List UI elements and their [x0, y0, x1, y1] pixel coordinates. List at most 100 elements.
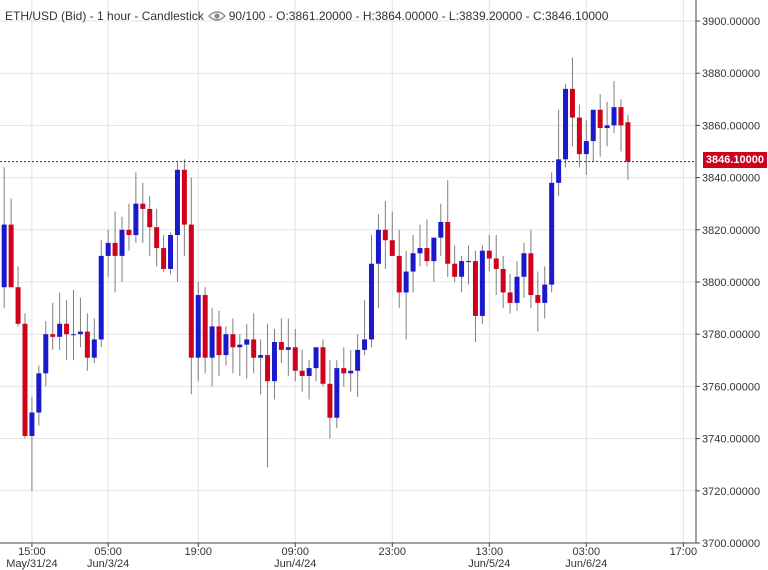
- x-tick-time: 17:00: [670, 546, 698, 558]
- candle-body: [327, 383, 333, 418]
- candle-up: [604, 101, 610, 147]
- candle-body: [466, 261, 472, 263]
- candle-down: [472, 250, 478, 343]
- candle-body: [43, 334, 49, 374]
- candle-up: [105, 229, 111, 277]
- candle-body: [362, 339, 368, 350]
- candle-up: [556, 109, 562, 196]
- candle-body: [507, 292, 513, 303]
- candle-down: [147, 195, 153, 256]
- candle-body: [258, 355, 264, 358]
- candle-body: [57, 323, 63, 337]
- candle-up: [223, 326, 229, 366]
- candle-down: [140, 182, 146, 243]
- candle-up: [417, 224, 423, 267]
- candle-body: [202, 295, 208, 358]
- candle-up: [549, 172, 555, 293]
- candle-down: [625, 114, 631, 180]
- candle-down: [569, 57, 575, 147]
- candle-body: [500, 268, 506, 293]
- candle-down: [507, 274, 513, 314]
- y-tick-label: 3860.00000: [702, 120, 760, 132]
- candle-up: [57, 292, 63, 350]
- candle-down: [230, 318, 236, 374]
- candle-down: [15, 266, 21, 327]
- candle-down: [528, 229, 534, 309]
- y-tick-label: 3800.00000: [702, 277, 760, 289]
- candle-body: [209, 326, 215, 358]
- candle-body: [306, 368, 312, 376]
- candle-body: [105, 242, 111, 256]
- candle-body: [569, 88, 575, 118]
- candle-body: [590, 109, 596, 142]
- candle-down: [8, 198, 14, 288]
- candle-down: [618, 99, 624, 152]
- candle-body: [576, 117, 582, 155]
- count-label: 90/100: [228, 9, 266, 23]
- x-tick-date: Jun/5/24: [468, 558, 510, 570]
- candle-body: [611, 107, 617, 126]
- y-tick-label: 3720.00000: [702, 486, 760, 498]
- candle-body: [181, 169, 187, 225]
- candle-body: [563, 88, 569, 160]
- candle-body: [223, 334, 229, 356]
- candle-down: [202, 287, 208, 374]
- candle-up: [348, 349, 354, 392]
- candle-up: [368, 235, 374, 348]
- candle-up: [1, 167, 7, 309]
- style-label: Candlestick: [141, 9, 204, 23]
- separator: -: [131, 9, 142, 23]
- candle-body: [299, 370, 305, 376]
- candle-body: [36, 373, 42, 413]
- candle-up: [313, 347, 319, 382]
- candle-up: [334, 360, 340, 429]
- x-tick-date: Jun/3/24: [87, 558, 129, 570]
- candle-down: [576, 104, 582, 168]
- candle-up: [209, 308, 215, 387]
- candle-body: [452, 263, 458, 277]
- candle-up: [133, 172, 139, 243]
- candle-up: [410, 235, 416, 293]
- candle-up: [237, 334, 243, 376]
- candle-body: [535, 295, 541, 303]
- y-tick-label: 3760.00000: [702, 381, 760, 393]
- candle-body: [77, 331, 83, 335]
- candle-down: [396, 229, 402, 309]
- candle-body: [1, 224, 7, 288]
- candle-body: [348, 370, 354, 374]
- candle-body: [22, 323, 28, 436]
- candle-down: [126, 203, 132, 251]
- candle-body: [195, 295, 201, 358]
- x-tick-time: 19:00: [184, 546, 212, 558]
- candle-up: [195, 282, 201, 382]
- candle-body: [29, 412, 35, 436]
- x-tick-time: 03:00: [573, 546, 601, 558]
- candle-body: [50, 334, 56, 337]
- candle-body: [549, 182, 555, 285]
- candle-body: [8, 224, 14, 288]
- candle-down: [535, 271, 541, 332]
- candle-body: [112, 242, 118, 256]
- x-tick-date: May/31/24: [6, 558, 57, 570]
- candle-up: [514, 261, 520, 311]
- candle-body: [237, 344, 243, 348]
- candle-body: [403, 271, 409, 293]
- candle-down: [161, 235, 167, 272]
- candle-body: [625, 122, 631, 162]
- candle-body: [140, 203, 146, 209]
- candle-body: [396, 255, 402, 293]
- candle-body: [382, 229, 388, 241]
- candle-up: [306, 360, 312, 400]
- candle-body: [71, 334, 76, 336]
- candle-up: [91, 318, 97, 363]
- candle-body: [98, 255, 104, 340]
- chart-header: ETH/USD (Bid) - 1 hour - Candlestick 90/…: [5, 9, 608, 23]
- candle-down: [493, 235, 499, 296]
- y-tick-label: 3900.00000: [702, 16, 760, 28]
- candle-body: [368, 263, 374, 340]
- eye-icon[interactable]: [207, 10, 226, 22]
- candle-up: [438, 203, 444, 256]
- candle-body: [230, 334, 236, 348]
- candle-body: [528, 253, 534, 296]
